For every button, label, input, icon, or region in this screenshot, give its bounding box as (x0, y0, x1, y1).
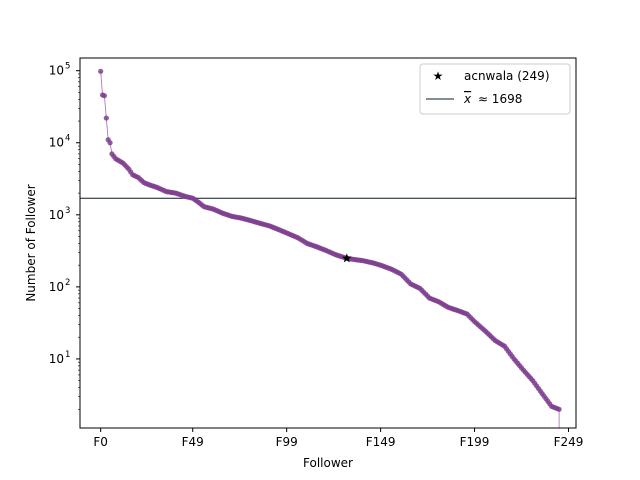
data-point (107, 140, 113, 146)
legend-box (419, 63, 571, 115)
mean-symbol: x (463, 92, 472, 106)
y-tick-exponent: 2 (65, 278, 70, 288)
y-tick-exponent: 1 (65, 350, 70, 360)
data-point (556, 406, 562, 412)
legend-label-highlight: acnwala (249) (464, 69, 550, 83)
x-tick-label: F0 (93, 435, 108, 449)
data-point (101, 93, 108, 99)
x-tick-label: F249 (554, 435, 584, 449)
axes-frame (79, 57, 577, 429)
legend-marker-star: ★ (433, 69, 444, 83)
y-axis-label: Number of Follower (24, 184, 38, 301)
x-tick-label: F199 (460, 435, 490, 449)
x-tick-label: F49 (182, 435, 204, 449)
y-tick-label: 10 (49, 352, 64, 366)
y-tick-exponent: 3 (65, 206, 70, 216)
mean-value-text: ≈ 1698 (478, 92, 522, 106)
data-point (103, 115, 109, 121)
y-tick-label: 10 (49, 136, 64, 150)
highlight-star (342, 253, 352, 263)
x-tick-label: F99 (276, 435, 298, 449)
y-tick-label: 10 (49, 208, 64, 222)
x-tick-label: F149 (366, 435, 396, 449)
x-axis-label: Follower (303, 456, 353, 470)
y-tick-label: 10 (49, 280, 64, 294)
y-tick-exponent: 5 (65, 62, 70, 72)
legend-label-mean: x ≈ 1698 (463, 92, 522, 106)
data-point (98, 68, 104, 74)
legend: ★ acnwala (249) x ≈ 1698 (419, 63, 571, 115)
plot-area (80, 68, 576, 428)
x-axis: F0 F49 F99 F149 F199 F249 (93, 428, 583, 449)
y-tick-label: 10 (49, 64, 64, 78)
y-tick-exponent: 4 (65, 134, 70, 144)
